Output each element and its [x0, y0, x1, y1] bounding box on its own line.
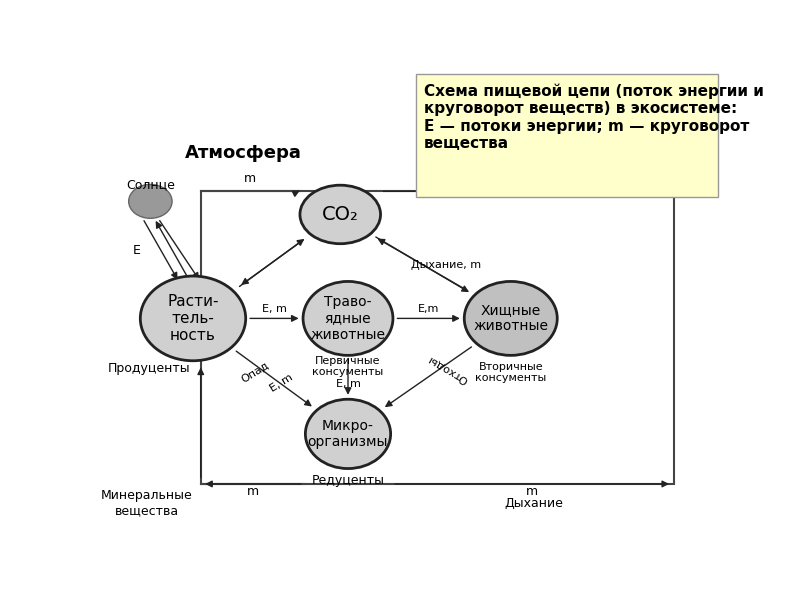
Text: m: m — [247, 485, 259, 498]
Text: Микро-
организмы: Микро- организмы — [308, 419, 388, 449]
Text: E, m: E, m — [269, 372, 295, 394]
Text: E, m: E, m — [262, 304, 287, 314]
Ellipse shape — [140, 276, 246, 361]
Text: m: m — [526, 485, 538, 498]
Ellipse shape — [464, 281, 558, 355]
Bar — [201, 191, 674, 484]
Text: Солнце: Солнце — [126, 178, 175, 191]
Text: Атмосфера: Атмосфера — [185, 143, 302, 161]
Text: CO₂: CO₂ — [322, 205, 358, 224]
Text: E,m: E,m — [418, 304, 439, 314]
Text: Траво-
ядные
животные: Траво- ядные животные — [310, 295, 386, 341]
Text: Расти-
тель-
ность: Расти- тель- ность — [167, 293, 218, 343]
Ellipse shape — [303, 281, 393, 355]
Text: Схема пищевой цепи (поток энергии и
круговорот веществ) в экосистеме:
Е — потоки: Схема пищевой цепи (поток энергии и круг… — [424, 83, 764, 151]
Text: Продуценты: Продуценты — [108, 362, 190, 375]
Ellipse shape — [300, 185, 381, 244]
Text: Отходы: Отходы — [426, 353, 470, 385]
Text: Редуценты: Редуценты — [311, 473, 385, 487]
Text: Хищные
животные: Хищные животные — [474, 303, 548, 334]
Text: Вторичные
консументы: Вторичные консументы — [475, 361, 546, 383]
Text: Дыхание, m: Дыхание, m — [410, 260, 481, 269]
Text: Первичные
консументы
E, m: Первичные консументы E, m — [312, 356, 384, 389]
Ellipse shape — [129, 184, 172, 218]
Text: Минеральные
вещества: Минеральные вещества — [101, 489, 192, 517]
Text: m: m — [244, 172, 257, 185]
Text: E: E — [133, 244, 140, 257]
FancyBboxPatch shape — [416, 74, 718, 197]
Text: m: m — [521, 172, 533, 185]
Text: Опад: Опад — [239, 361, 270, 385]
Ellipse shape — [306, 399, 390, 469]
Text: Дыхание: Дыхание — [505, 497, 563, 509]
